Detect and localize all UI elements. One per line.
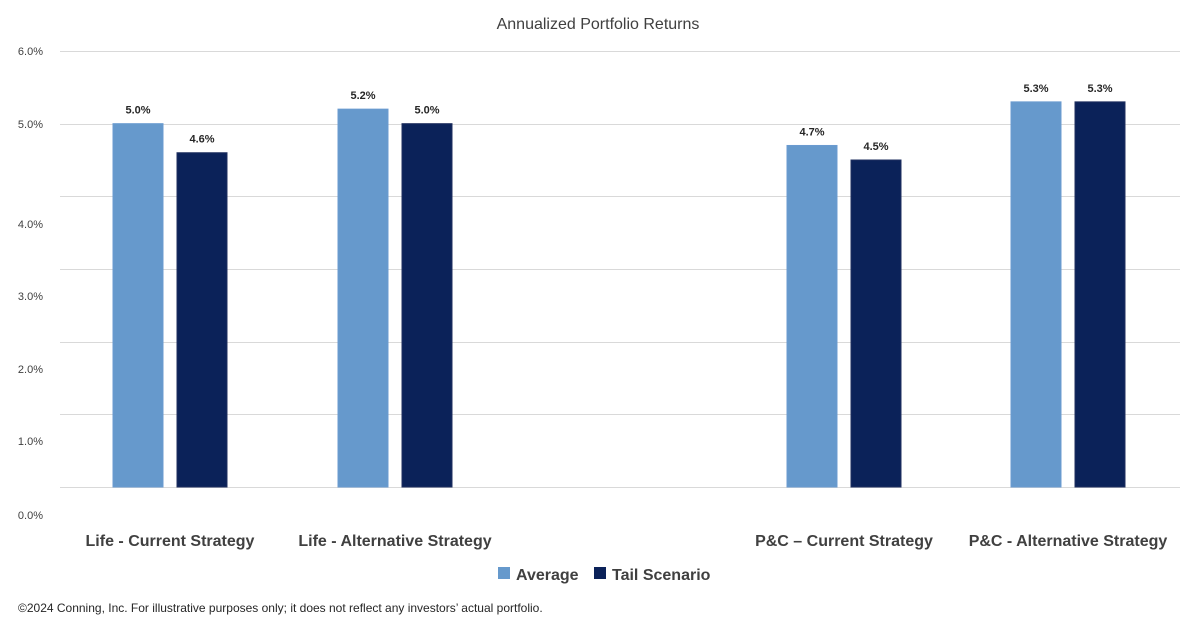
x-category-label: Life - Current Strategy xyxy=(86,533,255,550)
gridlines xyxy=(60,51,1180,488)
data-label: 5.0% xyxy=(125,105,150,117)
bars xyxy=(112,101,1126,488)
legend: Average Tail Scenario xyxy=(498,567,711,584)
bar-tail-scenario xyxy=(1074,101,1126,488)
data-label: 5.0% xyxy=(414,105,439,117)
data-label: 5.2% xyxy=(350,90,375,102)
legend-swatch-average xyxy=(498,567,510,579)
x-category-label: P&C – Current Strategy xyxy=(755,533,933,550)
data-label: 4.5% xyxy=(863,141,888,153)
y-axis-ticks: 0.0% 1.0% 2.0% 3.0% 4.0% 5.0% 6.0% xyxy=(18,46,43,522)
bar-average xyxy=(337,108,389,488)
chart-title: Annualized Portfolio Returns xyxy=(497,16,700,33)
y-tick-label: 3.0% xyxy=(18,291,43,303)
data-label: 4.6% xyxy=(189,134,214,146)
bar-average xyxy=(112,123,164,488)
copyright-footnote: ©2024 Conning, Inc. For illustrative pur… xyxy=(18,601,543,615)
bar-tail-scenario xyxy=(401,123,453,488)
bar-average xyxy=(1010,101,1062,488)
data-label: 5.3% xyxy=(1023,83,1048,95)
y-tick-label: 2.0% xyxy=(18,364,43,376)
y-tick-label: 5.0% xyxy=(18,119,43,131)
data-label: 5.3% xyxy=(1087,83,1112,95)
bar-tail-scenario xyxy=(176,152,228,488)
data-labels: 5.0% 5.2% 4.7% 5.3% 4.6% 5.0% 4.5% 5.3% xyxy=(125,83,1112,153)
bar-tail-scenario xyxy=(850,159,902,488)
legend-label-average: Average xyxy=(516,567,579,584)
bar-average xyxy=(786,144,838,488)
y-tick-label: 4.0% xyxy=(18,219,43,231)
legend-swatch-tail-scenario xyxy=(594,567,606,579)
y-tick-label: 0.0% xyxy=(18,510,43,522)
y-tick-label: 6.0% xyxy=(18,46,43,58)
x-category-label: P&C - Alternative Strategy xyxy=(969,533,1168,550)
x-axis-categories: Life - Current Strategy Life - Alternativ… xyxy=(86,533,1168,550)
x-category-label: Life - Alternative Strategy xyxy=(298,533,491,550)
legend-label-tail-scenario: Tail Scenario xyxy=(612,567,711,584)
data-label: 4.7% xyxy=(799,126,824,138)
y-tick-label: 1.0% xyxy=(18,436,43,448)
